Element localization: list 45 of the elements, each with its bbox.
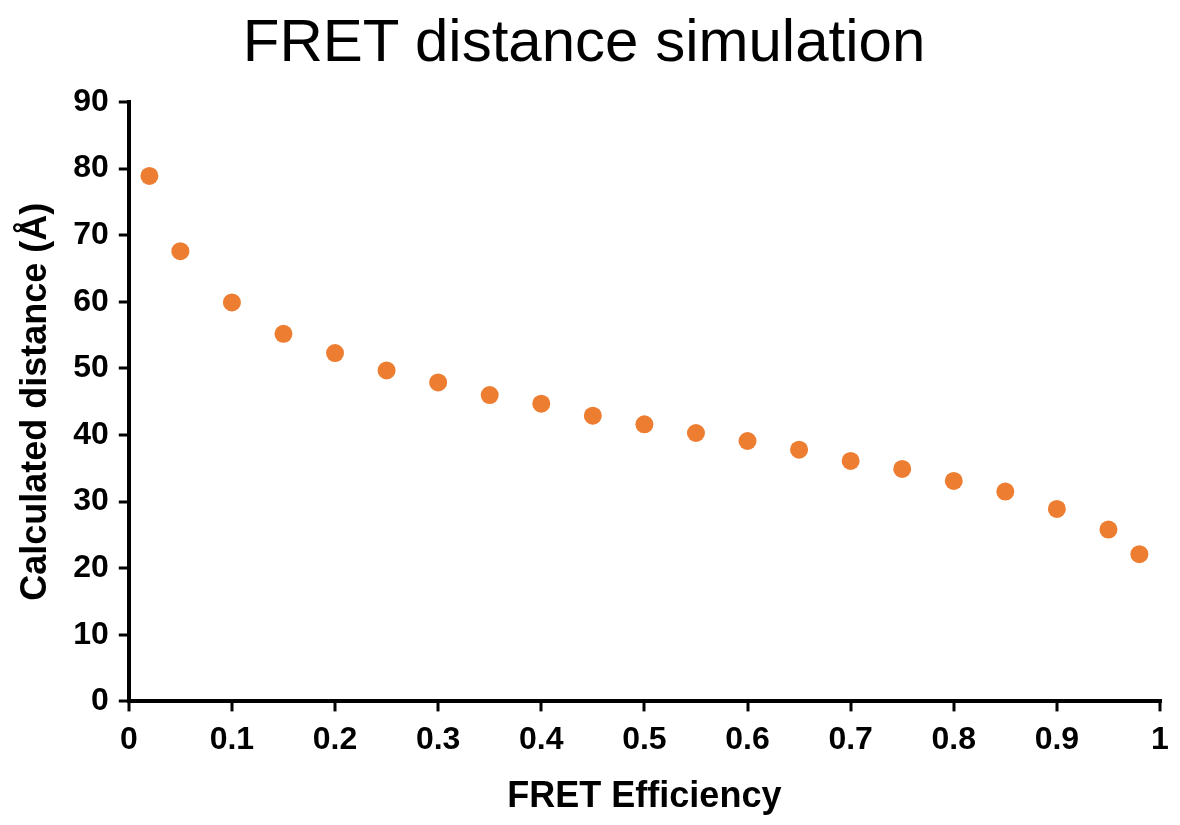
point bbox=[996, 482, 1015, 501]
point bbox=[635, 415, 654, 434]
point bbox=[171, 242, 190, 261]
point bbox=[790, 440, 809, 459]
y-tick-label: 10 bbox=[73, 614, 109, 651]
point bbox=[429, 373, 448, 392]
x-tick-label: 0.9 bbox=[1034, 720, 1080, 757]
point bbox=[893, 459, 912, 478]
y-tick-label: 50 bbox=[73, 348, 109, 385]
point bbox=[326, 344, 345, 363]
point bbox=[1130, 545, 1149, 564]
x-tick-label: 1 bbox=[1151, 720, 1169, 757]
x-tick-label: 0.8 bbox=[931, 720, 976, 757]
y-tick-label: 80 bbox=[73, 148, 109, 185]
y-tick-label: 40 bbox=[73, 414, 109, 451]
x-tick-label: 0.3 bbox=[415, 720, 461, 757]
chart-title: FRET distance simulation bbox=[242, 6, 926, 74]
point bbox=[583, 406, 602, 425]
x-tick-label: 0.7 bbox=[828, 720, 873, 757]
x-tick-label: 0.4 bbox=[519, 720, 564, 757]
point bbox=[480, 386, 499, 405]
point bbox=[274, 324, 293, 343]
point bbox=[222, 293, 241, 312]
point bbox=[140, 166, 159, 185]
x-tick-label: 0.1 bbox=[209, 720, 255, 757]
x-tick-label: 0.2 bbox=[312, 720, 358, 757]
x-tick-label: 0.6 bbox=[725, 720, 770, 757]
point bbox=[841, 451, 860, 470]
y-axis-title: Calculated distance (Å) bbox=[12, 202, 54, 601]
y-tick-label: 70 bbox=[73, 215, 109, 252]
x-tick-label: 0.5 bbox=[622, 720, 667, 757]
y-tick-label: 90 bbox=[73, 81, 109, 118]
point bbox=[1047, 499, 1066, 518]
point bbox=[686, 424, 705, 442]
point bbox=[1099, 520, 1118, 539]
x-tick-label: 0 bbox=[119, 720, 138, 757]
y-tick-label: 0 bbox=[91, 681, 109, 718]
point bbox=[944, 471, 963, 490]
y-tick-label: 20 bbox=[73, 548, 109, 585]
y-tick-label: 30 bbox=[73, 481, 109, 518]
point bbox=[738, 431, 757, 450]
x-axis-title: FRET Efficiency bbox=[507, 774, 782, 816]
point bbox=[532, 394, 551, 413]
point bbox=[377, 361, 396, 380]
y-tick-label: 60 bbox=[73, 281, 109, 318]
